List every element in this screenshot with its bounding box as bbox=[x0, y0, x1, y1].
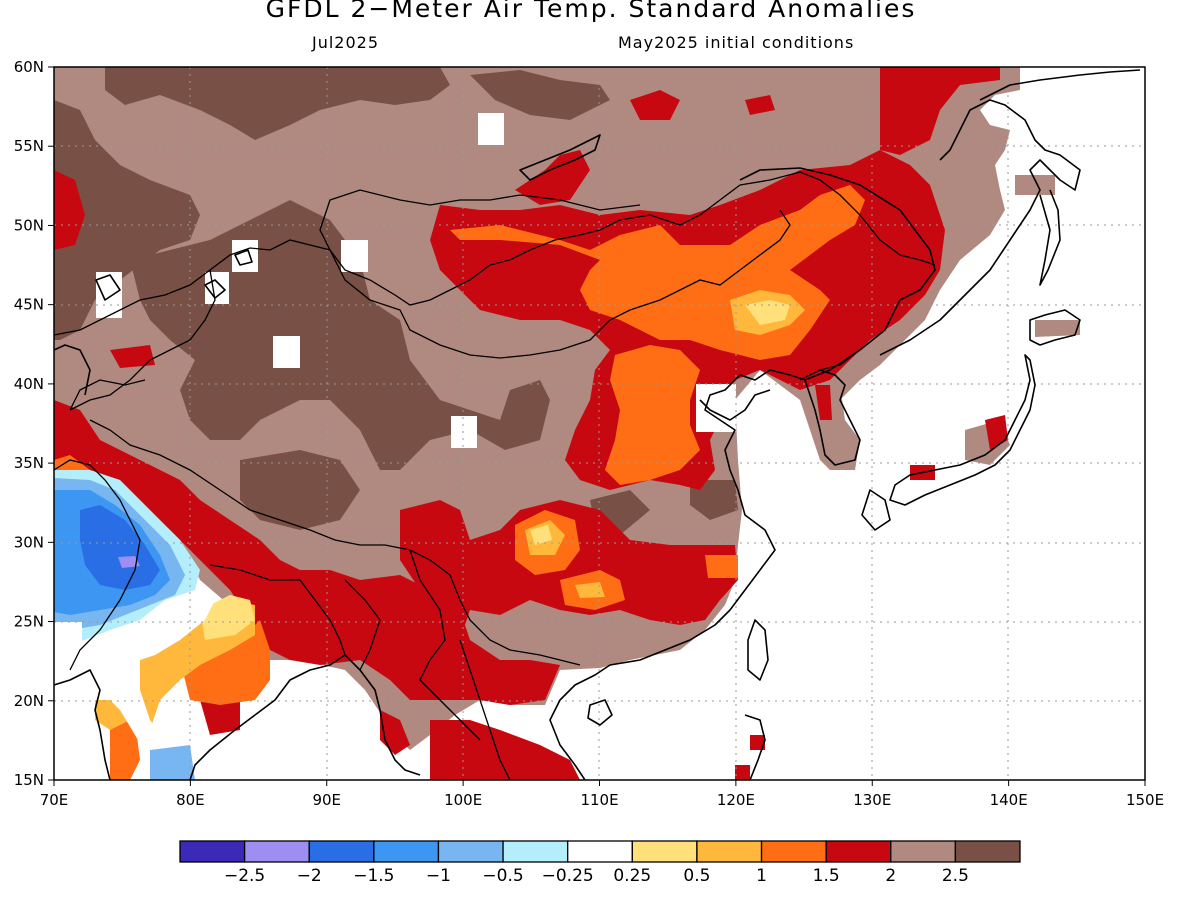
x-tick-label: 100E bbox=[444, 791, 482, 809]
colorbar-swatch bbox=[954, 840, 1021, 863]
anomaly-region-pos15-taiwan bbox=[750, 735, 765, 750]
anomaly-region-pos15-seasia bbox=[430, 720, 580, 780]
colorbar-legend: −2.5 −2 −1.5 −1 −0.5 −0.25 0.25 0.5 1 1.5 2 2.5 bbox=[179, 840, 1021, 886]
colorbar-swatch bbox=[308, 840, 375, 863]
y-tick-label: 55N bbox=[14, 137, 44, 155]
colorbar-label: 2.5 bbox=[942, 866, 969, 886]
x-axis: 70E 80E 90E 100E 110E 120E 130E 140E 150E bbox=[40, 780, 1164, 809]
colorbar-swatch bbox=[696, 840, 763, 863]
colorbar-label: −2.5 bbox=[224, 866, 265, 886]
valid-month-label: Jul2025 bbox=[312, 33, 380, 52]
colorbar-label: −2 bbox=[297, 866, 322, 886]
y-tick-label: 40N bbox=[14, 375, 44, 393]
x-tick-label: 110E bbox=[580, 791, 618, 809]
initial-conditions-label: May2025 initial conditions bbox=[618, 33, 855, 52]
colorbar-swatch bbox=[437, 840, 504, 863]
anomaly-region-pos15-himalaya bbox=[54, 400, 560, 705]
y-tick-label: 25N bbox=[14, 613, 44, 631]
colorbar-swatch bbox=[631, 840, 698, 863]
anomaly-region-neg2 bbox=[118, 556, 140, 568]
anomaly-region-hokkaido bbox=[1035, 320, 1080, 337]
x-tick-label: 70E bbox=[40, 791, 69, 809]
missing-data-cells bbox=[54, 113, 736, 662]
anomaly-region-pos025-india bbox=[200, 595, 255, 640]
anomaly-region-pos15-ne2 bbox=[630, 90, 680, 120]
anomaly-region-pos15-korea bbox=[815, 385, 832, 420]
anomaly-region-pos1-south3 bbox=[705, 555, 738, 578]
anomaly-region-sakhalin bbox=[1015, 175, 1055, 195]
anomaly-region-pos025-south bbox=[530, 525, 552, 545]
y-tick-label: 30N bbox=[14, 533, 44, 551]
colorbar-swatch bbox=[243, 840, 310, 863]
colorbar-swatch bbox=[179, 840, 246, 863]
anomaly-region-pos15-philippine bbox=[735, 765, 750, 780]
colorbar-swatch bbox=[890, 840, 957, 863]
colorbar-label: −0.25 bbox=[542, 866, 594, 886]
anomaly-region-pos15-west bbox=[54, 170, 85, 250]
anomaly-region-pos05-south2 bbox=[575, 582, 605, 598]
anomaly-region-pos1-india bbox=[180, 620, 270, 705]
anomaly-region-pos15-ne3 bbox=[745, 95, 775, 115]
colorbar-swatch bbox=[760, 840, 827, 863]
anomaly-region-pos25-tibet bbox=[240, 450, 360, 530]
colorbar-swatch bbox=[825, 840, 892, 863]
anomaly-region-pos15-north bbox=[515, 150, 590, 205]
colorbar-label: 2 bbox=[885, 866, 896, 886]
y-tick-label: 35N bbox=[14, 454, 44, 472]
anomaly-region-pos15-south-china bbox=[400, 500, 738, 640]
x-tick-label: 90E bbox=[312, 791, 341, 809]
map-area bbox=[54, 67, 1145, 780]
colorbar-label: −1.5 bbox=[353, 866, 394, 886]
anomaly-region-pos025-mongolia bbox=[745, 300, 790, 325]
anomaly-region-pos15-sw bbox=[110, 345, 155, 368]
y-tick-label: 60N bbox=[14, 58, 44, 76]
colorbar-label: −1 bbox=[426, 866, 451, 886]
colorbar-swatch bbox=[502, 840, 569, 863]
y-tick-label: 45N bbox=[14, 296, 44, 314]
colorbar-swatch bbox=[373, 840, 440, 863]
anomaly-region-pos25-north2 bbox=[470, 70, 610, 120]
anomaly-region-pos15-india bbox=[200, 700, 240, 735]
x-tick-label: 150E bbox=[1126, 791, 1164, 809]
chart-title: GFDL 2−Meter Air Temp. Standard Anomalie… bbox=[265, 0, 917, 23]
anomaly-region-pos1-india-south bbox=[110, 720, 140, 780]
y-axis: 60N 55N 50N 45N 40N 35N 30N 25N 20N 15N bbox=[14, 58, 54, 789]
colorbar-label: 1 bbox=[756, 866, 767, 886]
anomaly-region-pos15-ne bbox=[880, 67, 1000, 155]
y-tick-label: 20N bbox=[14, 692, 44, 710]
colorbar-label: 0.5 bbox=[683, 866, 710, 886]
anomaly-region-pos25-north bbox=[105, 67, 450, 140]
y-tick-label: 50N bbox=[14, 216, 44, 234]
x-tick-label: 120E bbox=[717, 791, 755, 809]
x-tick-label: 80E bbox=[176, 791, 205, 809]
x-tick-label: 140E bbox=[990, 791, 1028, 809]
anomaly-region-pos25-east2 bbox=[690, 480, 738, 520]
colorbar-label: −0.5 bbox=[482, 866, 523, 886]
colorbar-swatch bbox=[567, 840, 633, 863]
anomaly-region-neg15 bbox=[80, 505, 160, 590]
anomaly-region-pos1-china bbox=[605, 345, 700, 485]
y-tick-label: 15N bbox=[14, 771, 44, 789]
colorbar-label: 0.25 bbox=[613, 866, 651, 886]
colorbar-label: 1.5 bbox=[813, 866, 840, 886]
country-borders bbox=[54, 171, 936, 780]
coastlines bbox=[54, 69, 1141, 780]
anomaly-region-neutral-india bbox=[95, 590, 215, 765]
x-tick-label: 130E bbox=[853, 791, 891, 809]
anomaly-region-neg05-south bbox=[150, 745, 195, 780]
anomaly-region-pos25-west bbox=[54, 100, 200, 340]
